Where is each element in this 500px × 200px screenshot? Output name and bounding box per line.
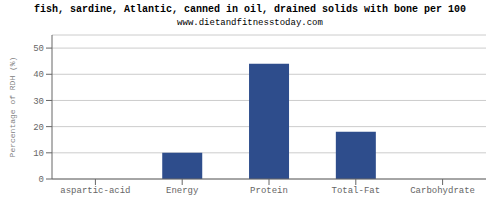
svg-text:Total-Fat: Total-Fat (331, 186, 380, 196)
svg-text:Protein: Protein (250, 186, 288, 196)
svg-text:Energy: Energy (166, 186, 199, 196)
svg-text:40: 40 (33, 70, 44, 80)
svg-text:0: 0 (39, 175, 44, 185)
svg-text:30: 30 (33, 97, 44, 107)
svg-text:aspartic-acid: aspartic-acid (60, 186, 130, 196)
html-text:www.dietandfitnesstoday.com: www.dietandfitnesstoday.com (177, 18, 323, 28)
svg-text:Carbohydrate: Carbohydrate (410, 186, 475, 196)
svg-text:10: 10 (33, 149, 44, 159)
svg-text:Percentage of RDH (%): Percentage of RDH (%) (8, 57, 17, 158)
html-text:fish, sardine, Atlantic, canne: fish, sardine, Atlantic, canned in oil, … (34, 4, 466, 15)
svg-text:20: 20 (33, 123, 44, 133)
svg-text:50: 50 (33, 44, 44, 54)
